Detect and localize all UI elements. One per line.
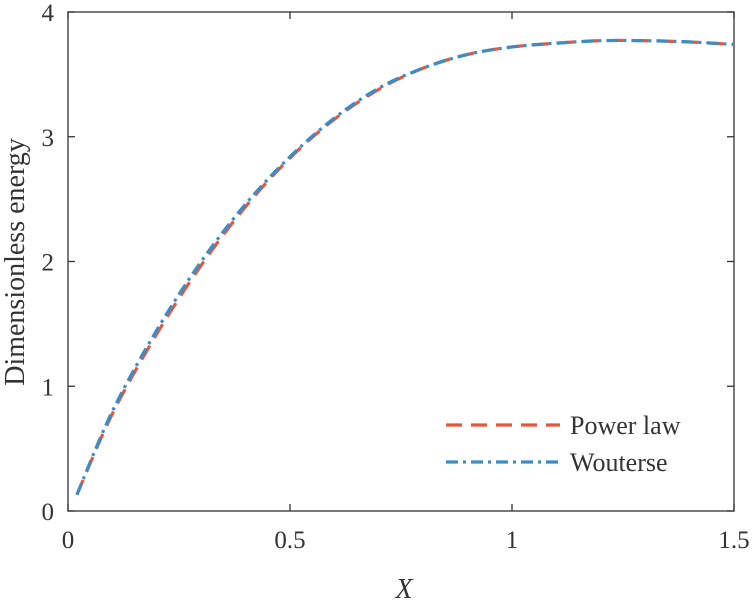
x-tick-label: 1 [506,527,519,554]
x-tick-label: 1.5 [718,527,749,554]
tick-labels: 0 0.5 1 1.5 0 1 2 3 4 [42,0,750,554]
y-tick-label: 3 [42,125,55,152]
x-tick-label: 0 [62,527,75,554]
x-tick-label: 0.5 [274,527,305,554]
series-group [75,38,735,496]
series-line-2 [75,38,735,496]
legend: Power law Wouterse [446,411,681,477]
x-axis-title: X [394,574,413,604]
y-tick-label: 2 [42,250,55,277]
legend-label-1: Power law [570,411,681,440]
y-tick-label: 0 [42,499,55,526]
y-tick-label: 1 [42,374,55,401]
ticks-group [67,11,735,512]
y-tick-label: 4 [42,0,55,27]
legend-label-2: Wouterse [570,448,668,477]
y-axis-title: Dimensionless energy [0,138,31,386]
